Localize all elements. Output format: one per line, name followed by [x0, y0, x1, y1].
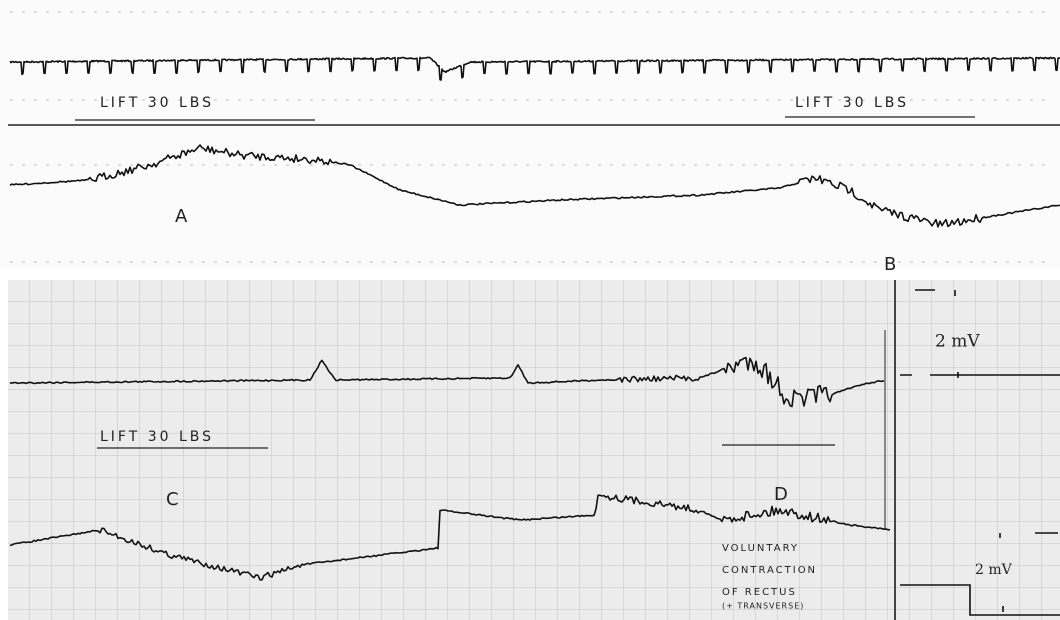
calibration-label: 2 mV	[935, 332, 980, 352]
top-panel	[0, 0, 1060, 268]
calibration-label: 2 mV	[975, 562, 1013, 578]
lift-label: LIFT 30 LBS	[100, 95, 214, 111]
annotation: (+ TRANSVERSE)	[722, 602, 804, 611]
trace	[9, 144, 1060, 228]
annotation: CONTRACTION	[722, 565, 817, 576]
dotted-guides	[10, 11, 1050, 263]
marker: D	[774, 484, 788, 505]
marker: C	[166, 489, 179, 510]
annotation: VOLUNTARY	[722, 543, 799, 554]
annotation: OF RECTUS	[722, 587, 797, 598]
trace	[9, 56, 1060, 81]
lift-label: LIFT 30 LBS	[100, 429, 214, 445]
grid-paper	[8, 280, 1060, 620]
trace	[9, 494, 891, 581]
calibration-step	[900, 289, 1060, 616]
trace	[9, 356, 885, 408]
marker: A	[175, 206, 188, 227]
lift-label: LIFT 30 LBS	[795, 95, 909, 111]
marker: B	[884, 254, 896, 275]
